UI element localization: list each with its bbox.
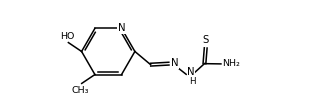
- Text: N: N: [187, 67, 195, 77]
- Text: NH₂: NH₂: [222, 59, 240, 68]
- Text: S: S: [203, 35, 209, 45]
- Text: H: H: [189, 77, 196, 86]
- Text: N: N: [171, 58, 178, 68]
- Text: CH₃: CH₃: [72, 86, 89, 95]
- Text: N: N: [118, 23, 125, 33]
- Text: HO: HO: [60, 32, 74, 40]
